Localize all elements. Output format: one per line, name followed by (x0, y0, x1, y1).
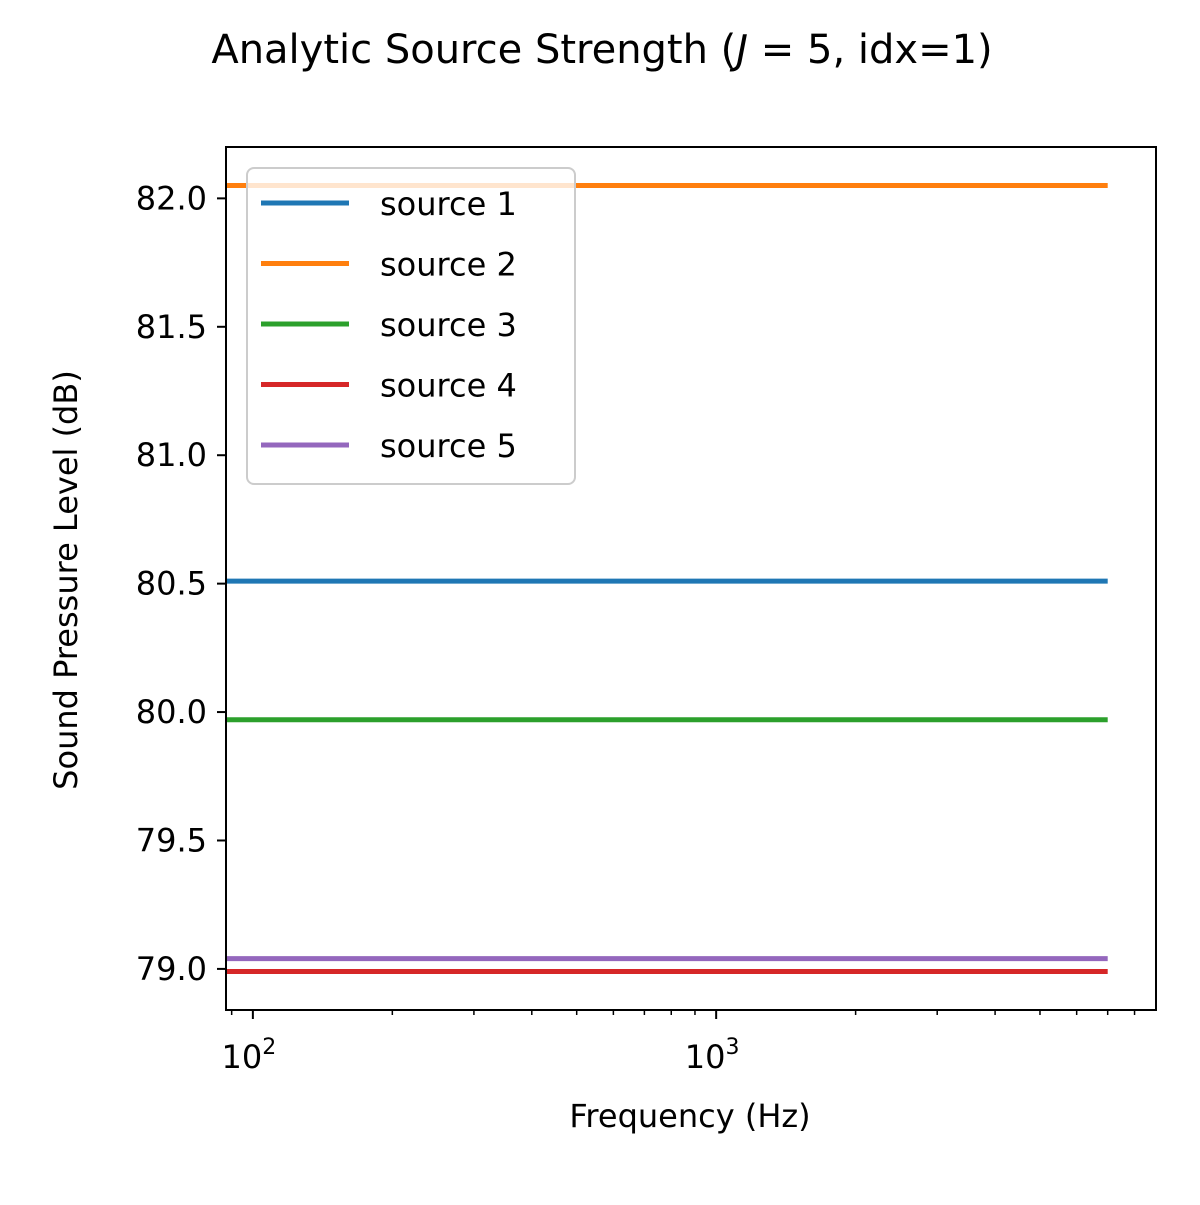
legend-label-3: source 3 (380, 306, 517, 344)
plot-frame (225, 146, 1157, 1011)
y-axis-label: Sound Pressure Level (dB) (47, 370, 85, 790)
x-axis-label: Frequency (Hz) (569, 1097, 810, 1135)
title-part-3: = 5, idx=1) (748, 27, 993, 73)
legend-label-1: source 1 (380, 185, 517, 223)
x-tick-label-2: 103 (685, 1035, 740, 1076)
legend-label-2: source 2 (380, 246, 517, 284)
legend: source 1 source 2 source 3 source 4 source 5 (246, 167, 576, 485)
legend-label-4: source 4 (380, 367, 517, 405)
y-tick-label-5: 81.0 (136, 436, 207, 474)
legend-label-5: source 5 (380, 427, 517, 465)
title-part-1: Analytic Source Strength ( (211, 27, 736, 73)
series-layer (226, 183, 1108, 974)
y-tick-label-1: 79.0 (136, 950, 207, 988)
y-tick-label-2: 79.5 (136, 821, 207, 859)
y-tick-label-7: 82.0 (136, 179, 207, 217)
y-axis: 79.0 79.5 80.0 80.5 81.0 81.5 82.0 (136, 179, 226, 988)
x-axis: 102 103 (222, 1010, 1136, 1076)
legend-box (246, 167, 576, 485)
y-tick-label-6: 81.5 (136, 308, 207, 346)
chart-title: Analytic Source Strength (J = 5, idx=1) (211, 27, 992, 73)
x-tick-label-1: 102 (222, 1035, 277, 1076)
y-tick-label-4: 80.5 (136, 565, 207, 603)
y-tick-label-3: 80.0 (136, 693, 207, 731)
